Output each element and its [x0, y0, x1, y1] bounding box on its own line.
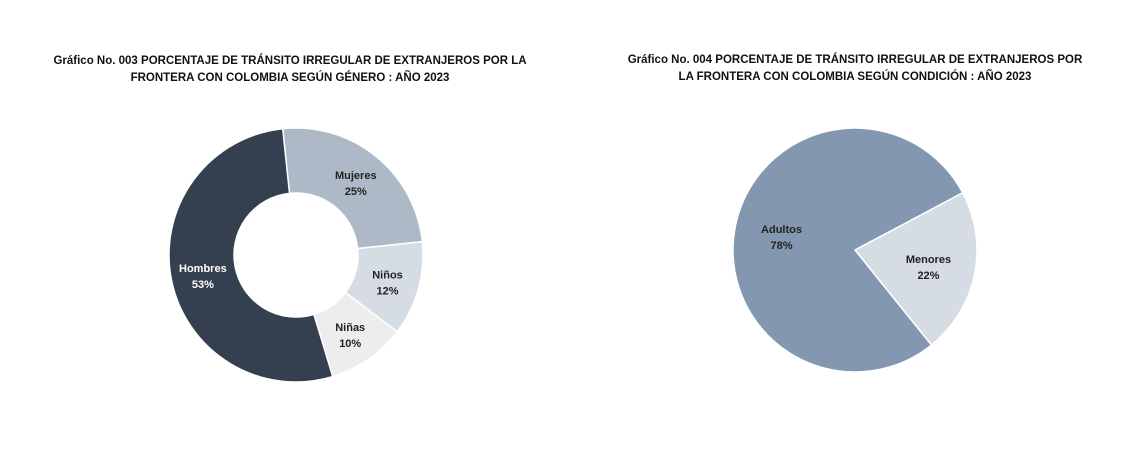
slice-label-niños: Niños [372, 270, 403, 282]
slice-value-menores: 22% [917, 270, 939, 282]
slice-mujeres [281, 127, 424, 250]
slice-value-niñas: 10% [339, 338, 361, 350]
chart-title-condition: Gráfico No. 004 PORCENTAJE DE TRÁNSITO I… [627, 54, 1083, 83]
slice-label-adultos: Adultos [761, 224, 802, 236]
slice-label-hombres: Hombres [179, 263, 227, 275]
slice-value-adultos: 78% [771, 240, 793, 252]
slice-adultos [732, 127, 964, 373]
slice-label-menores: Menores [906, 254, 951, 266]
slice-value-niños: 12% [376, 286, 398, 298]
slice-value-mujeres: 25% [345, 186, 367, 198]
slice-label-mujeres: Mujeres [335, 170, 377, 182]
slice-menores [853, 191, 978, 347]
slice-label-niñas: Niñas [335, 322, 365, 334]
slice-hombres [168, 127, 334, 383]
slice-value-hombres: 53% [192, 279, 214, 291]
chart-title-gender: Gráfico No. 003 PORCENTAJE DE TRÁNSITO I… [53, 55, 527, 84]
